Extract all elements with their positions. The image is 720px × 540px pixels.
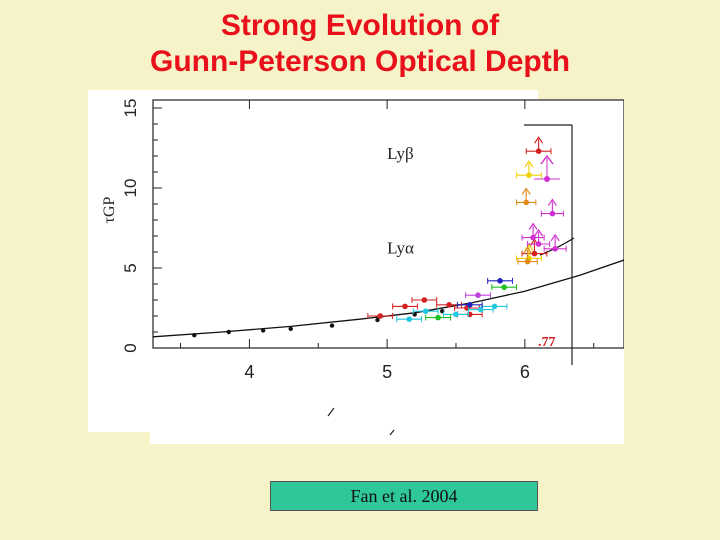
- data-point: [402, 303, 408, 310]
- data-point: [491, 303, 498, 310]
- right-fragment-label: .77: [538, 335, 556, 350]
- limit-arrow-head: [523, 246, 533, 254]
- data-point: [329, 323, 335, 328]
- limit-arrow-head: [550, 233, 560, 242]
- data-point: [435, 314, 441, 321]
- plot-frame: [152, 99, 624, 349]
- data-point: [422, 308, 429, 314]
- back-curve-fragment: [539, 237, 575, 256]
- data-point: [377, 313, 384, 319]
- annotation-label: Lyβ: [387, 144, 414, 163]
- citation-box: Fan et al. 2004: [270, 481, 538, 511]
- data-point: [526, 172, 532, 178]
- y-tick-label: 10: [121, 179, 140, 198]
- data-point: [375, 317, 380, 323]
- data-point: [531, 250, 538, 257]
- x-label-fragment: [389, 429, 395, 436]
- optical-depth-chart: 4 5 6 0 5 10 15 τGP Lyβ Lyα .77: [101, 99, 624, 436]
- y-tick-label: 15: [121, 99, 140, 118]
- y-tick-label: 5: [121, 263, 140, 272]
- data-point: [421, 297, 428, 303]
- limit-arrow-head: [524, 160, 534, 168]
- limit-arrow-head: [534, 228, 544, 237]
- x-tick-label: 4: [244, 362, 254, 382]
- data-point: [466, 302, 473, 308]
- limit-arrow-head: [528, 222, 538, 230]
- data-point: [549, 210, 556, 217]
- x-label-fragment: [327, 407, 335, 417]
- annotation-label: Lyα: [387, 239, 414, 258]
- y-axis-side-label: τGP: [101, 196, 118, 223]
- model-curve: [152, 259, 624, 338]
- data-point: [530, 234, 536, 241]
- data-point: [406, 316, 412, 322]
- x-tick-label: 5: [382, 362, 392, 382]
- data-point: [523, 199, 530, 206]
- limit-arrow-head: [540, 154, 554, 165]
- title-line-1: Strong Evolution of: [220, 9, 500, 42]
- limit-arrow-head: [547, 198, 557, 206]
- title-line-2: Gunn-Peterson Optical Depth: [149, 45, 571, 78]
- data-point: [192, 333, 197, 338]
- data-point: [535, 148, 542, 154]
- slide-title: Strong Evolution of Gunn-Peterson Optica…: [0, 8, 720, 80]
- data-point: [552, 246, 558, 252]
- data-point: [453, 311, 459, 318]
- data-point: [524, 258, 531, 265]
- data-point: [477, 306, 484, 313]
- y-tick-label: 0: [121, 343, 140, 352]
- front-plot-panel: [88, 90, 538, 432]
- limit-arrow-head: [534, 136, 544, 144]
- data-point: [446, 302, 452, 308]
- limit-arrow-head: [521, 187, 531, 195]
- data-point: [497, 278, 503, 284]
- citation-text: Fan et al. 2004: [350, 486, 458, 506]
- data-point: [535, 241, 542, 247]
- data-point: [501, 284, 507, 290]
- data-point: [226, 329, 231, 335]
- data-point: [475, 292, 481, 298]
- data-point: [260, 328, 266, 333]
- data-point: [288, 326, 293, 331]
- x-tick-label: 6: [520, 362, 530, 382]
